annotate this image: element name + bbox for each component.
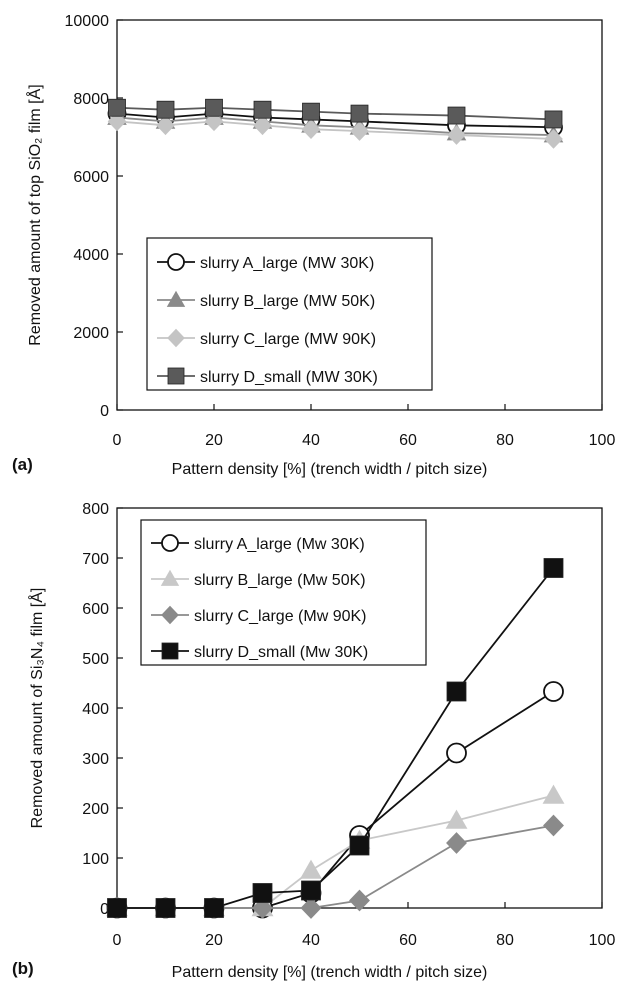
- x-tick-label: 40: [302, 432, 320, 449]
- legend-label: slurry A_large (MW 30K): [200, 255, 374, 272]
- y-tick-label: 100: [82, 851, 109, 868]
- y-tick-label: 200: [82, 801, 109, 818]
- data-point: [253, 100, 272, 119]
- data-point: [542, 784, 565, 804]
- data-point: [107, 898, 127, 918]
- data-point: [204, 898, 224, 918]
- data-point: [252, 883, 273, 903]
- data-point: [301, 880, 321, 901]
- data-point: [543, 558, 564, 578]
- data-point: [156, 100, 175, 119]
- x-tick-label: 0: [113, 432, 122, 449]
- data-point: [155, 898, 176, 918]
- legend-marker: [161, 605, 179, 625]
- y-tick-label: 8000: [73, 91, 109, 108]
- x-tick-label: 40: [302, 932, 320, 949]
- data-point: [350, 121, 369, 141]
- plot-frame: [116, 19, 603, 411]
- legend-label: slurry B_large (Mw 50K): [194, 572, 366, 589]
- data-point: [445, 809, 468, 829]
- x-tick-label: 100: [589, 432, 616, 449]
- legend-marker: [167, 328, 185, 348]
- data-point: [302, 102, 320, 121]
- data-point: [447, 125, 466, 145]
- data-point: [544, 129, 563, 149]
- data-point: [108, 98, 126, 117]
- data-point: [543, 681, 564, 702]
- data-point: [349, 835, 370, 856]
- data-point: [301, 119, 321, 139]
- data-point: [300, 897, 322, 919]
- legend-marker: [161, 642, 179, 660]
- series-line-4: [116, 106, 554, 121]
- legend-label: slurry D_small (MW 30K): [200, 369, 378, 386]
- legend: slurry A_large (MW 30K) slurry B_large (M…: [146, 237, 433, 391]
- legend-label: slurry D_small (Mw 30K): [194, 644, 368, 661]
- legend-marker: [166, 290, 186, 307]
- legend-marker: [160, 569, 180, 586]
- x-axis-title: Pattern density [%] (trench width / pitc…: [172, 461, 488, 478]
- chart-panel-a: 0 2000 4000 6000 8000 10000 0 20 40 60 80 100 Patter…: [12, 13, 615, 478]
- data-point: [446, 681, 467, 702]
- data-point: [252, 897, 273, 919]
- data-point: [544, 110, 563, 129]
- y-tick-label: 500: [82, 651, 109, 668]
- y-tick-label: 800: [82, 501, 109, 518]
- x-tick-label: 20: [205, 932, 223, 949]
- y-tick-label: 700: [82, 551, 109, 568]
- y-tick-label: 6000: [73, 169, 109, 186]
- data-point: [349, 889, 370, 912]
- legend-label: slurry C_large (MW 90K): [200, 331, 376, 348]
- series-line-2: [116, 116, 554, 136]
- y-tick-label: 0: [100, 403, 109, 420]
- legend-box: [146, 237, 433, 391]
- legend-marker: [167, 367, 185, 385]
- y-tick-label: 400: [82, 701, 109, 718]
- legend-label: slurry A_large (Mw 30K): [194, 536, 365, 553]
- x-tick-label: 20: [205, 432, 223, 449]
- x-tick-label: 80: [496, 932, 514, 949]
- legend-label: slurry B_large (MW 50K): [200, 293, 375, 310]
- y-tick-label: 0: [100, 901, 109, 918]
- data-point: [205, 98, 223, 117]
- data-point: [446, 742, 467, 764]
- data-point: [446, 832, 467, 854]
- y-axis-title: Removed amount of top SiO₂ film [Å]: [25, 84, 44, 345]
- series-line-1: [117, 690, 554, 909]
- data-point: [107, 111, 127, 132]
- panel-label: (b): [12, 959, 34, 978]
- data-point: [300, 859, 322, 879]
- y-tick-label: 2000: [73, 325, 109, 342]
- y-tick-label: 4000: [73, 247, 109, 264]
- legend: slurry A_large (Mw 30K) slurry B_large (M…: [140, 519, 427, 666]
- x-tick-label: 60: [399, 932, 417, 949]
- data-point: [204, 111, 224, 132]
- data-point: [543, 814, 564, 837]
- panel-label: (a): [12, 455, 33, 474]
- x-tick-label: 0: [113, 932, 122, 949]
- y-tick-label: 300: [82, 751, 109, 768]
- x-tick-label: 60: [399, 432, 417, 449]
- data-point: [350, 104, 369, 123]
- x-axis-title: Pattern density [%] (trench width / pitc…: [172, 964, 488, 981]
- y-tick-label: 10000: [65, 13, 110, 30]
- y-axis-title: Removed amount of Si₃N₄ film [Å]: [27, 588, 46, 829]
- data-point: [156, 115, 175, 136]
- chart-panel-b: 0 100 200 300 400 500 600 700 800 0 20 40 60 80 100 Pat…: [12, 501, 615, 981]
- y-tick-label: 600: [82, 601, 109, 618]
- series-line-3: [116, 120, 554, 140]
- legend-marker: [167, 253, 185, 271]
- data-point: [447, 106, 466, 125]
- data-point: [253, 115, 272, 136]
- series-line-2: [117, 794, 554, 909]
- x-tick-label: 80: [496, 432, 514, 449]
- legend-marker: [161, 534, 179, 552]
- series-line-3: [117, 824, 554, 909]
- x-tick-label: 100: [589, 932, 616, 949]
- legend-label: slurry C_large (Mw 90K): [194, 608, 366, 625]
- legend-box: [140, 519, 427, 666]
